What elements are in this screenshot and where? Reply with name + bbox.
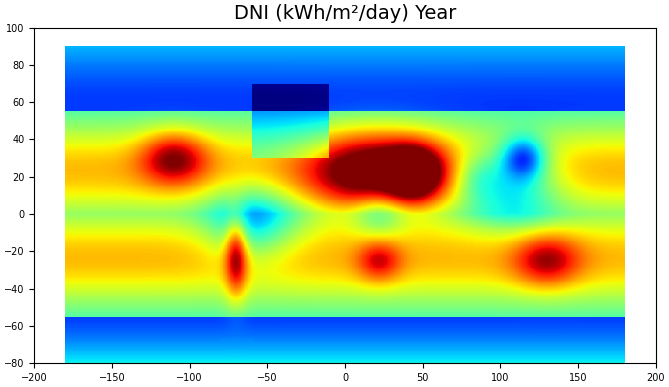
Title: DNI (kWh/m²/day) Year: DNI (kWh/m²/day) Year (233, 4, 456, 23)
